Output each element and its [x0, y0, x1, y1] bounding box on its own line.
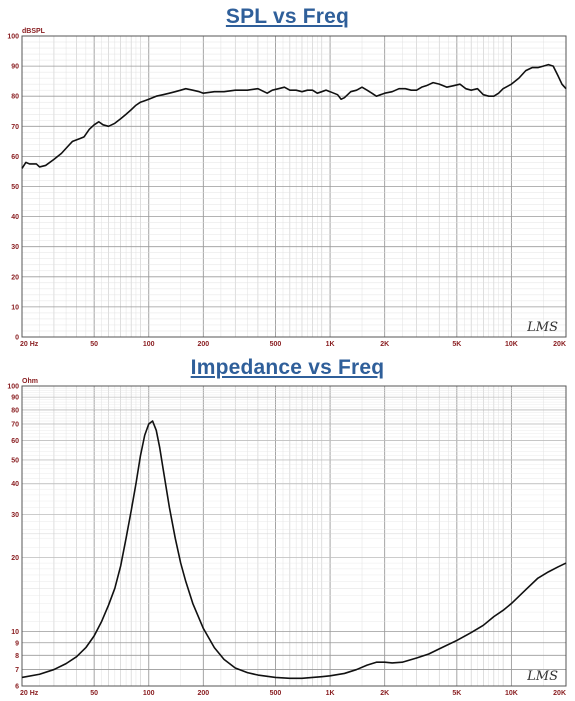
y-tick-label: 80	[11, 94, 19, 101]
x-tick-label: 5K	[452, 341, 461, 348]
series-line	[21, 63, 567, 169]
y-tick-label: 6	[15, 684, 19, 691]
y-tick-label: 70	[11, 124, 19, 131]
x-tick-label: 20K	[553, 690, 566, 697]
lms-watermark: LMS	[526, 669, 558, 684]
x-tick-label: 500	[270, 690, 282, 697]
y-tick-label: 30	[11, 512, 19, 519]
spl-chart-title: SPL vs Freq	[225, 5, 350, 28]
x-tick-label: 100	[143, 690, 155, 697]
y-tick-label: 10	[11, 629, 19, 636]
x-tick-label: 5K	[452, 690, 461, 697]
lms-watermark: LMS	[526, 320, 558, 335]
x-tick-label: 200	[197, 690, 209, 697]
y-tick-label: 50	[11, 457, 19, 464]
y-tick-label: 60	[11, 154, 19, 161]
y-tick-label: 100	[7, 34, 19, 41]
y-tick-label: 9	[15, 640, 19, 647]
x-tick-label: 2K	[380, 341, 389, 348]
y-tick-label: 20	[11, 555, 19, 562]
y-tick-label: 90	[11, 64, 19, 71]
x-tick-label: 500	[270, 341, 282, 348]
x-tick-label: 20K	[553, 341, 566, 348]
x-tick-label: 1K	[326, 690, 335, 697]
x-tick-label: 200	[197, 341, 209, 348]
y-tick-label: 10	[11, 304, 19, 311]
y-tick-label: 40	[11, 214, 19, 221]
x-tick-label: 100	[143, 341, 155, 348]
x-tick-label: 10K	[505, 690, 518, 697]
y-tick-label: 0	[15, 335, 19, 342]
y-tick-label: 8	[15, 653, 19, 660]
y-tick-label: 70	[11, 422, 19, 429]
y-tick-label: 90	[11, 395, 19, 402]
y-tick-label: 60	[11, 438, 19, 445]
impedance-chart-title: Impedance vs Freq	[190, 356, 385, 379]
x-tick-label: 50	[90, 690, 98, 697]
plot-area	[22, 386, 566, 686]
x-tick-label: 1K	[326, 341, 335, 348]
y-tick-label: 50	[11, 184, 19, 191]
y-tick-label: 100	[7, 384, 19, 391]
y-axis-label: Ohm	[22, 378, 38, 385]
x-tick-label: 20 Hz	[20, 341, 39, 348]
plot-frame	[21, 385, 567, 687]
y-axis-label: dBSPL	[22, 28, 46, 35]
x-tick-label: 2K	[380, 690, 389, 697]
y-tick-label: 7	[15, 667, 19, 674]
x-tick-label: 20 Hz	[20, 690, 39, 697]
x-tick-label: 50	[90, 341, 98, 348]
series-line	[21, 420, 567, 680]
y-tick-label: 40	[11, 481, 19, 488]
x-tick-label: 10K	[505, 341, 518, 348]
y-tick-label: 80	[11, 407, 19, 414]
y-tick-label: 30	[11, 244, 19, 251]
plot-frame	[21, 35, 567, 338]
y-tick-label: 20	[11, 274, 19, 281]
